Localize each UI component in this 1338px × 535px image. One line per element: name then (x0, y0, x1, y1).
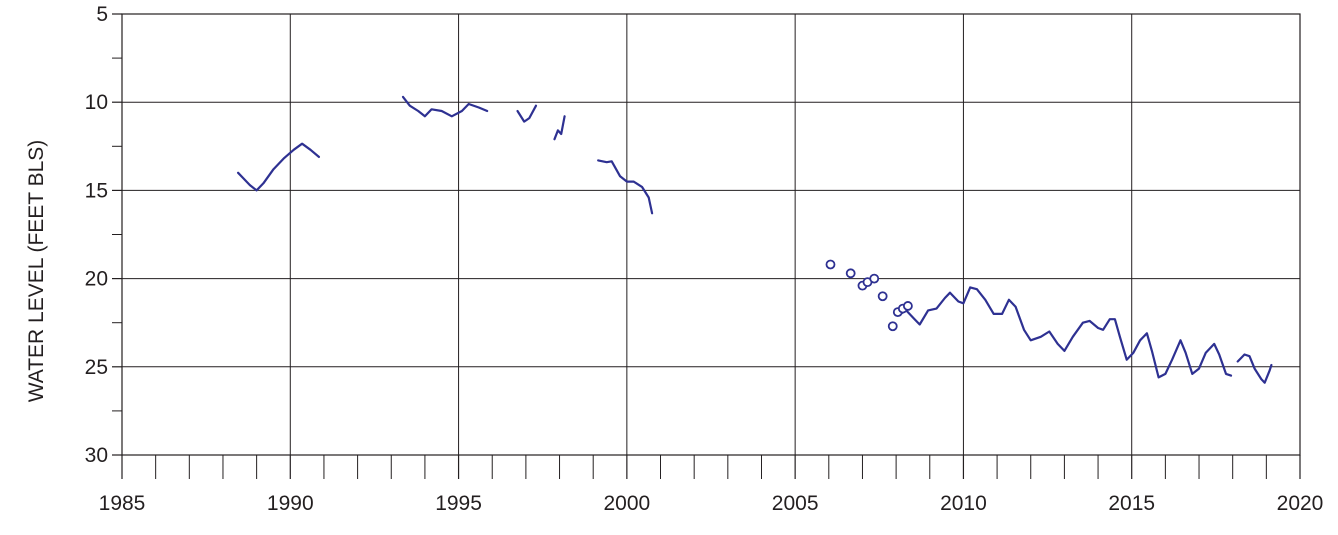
tick-labels: 1985 1990 1995 2000 2005 2010 2015 2020 5 10 15 20 2… (85, 3, 1324, 515)
grid-lines (122, 14, 1300, 455)
plot-frame (121, 13, 1301, 456)
water-level-line-segment (401, 95, 489, 118)
y-tick-label: 15 (85, 179, 108, 202)
water-level-point (887, 321, 898, 332)
water-level-point (869, 273, 880, 284)
data-series (237, 95, 1273, 384)
water-level-line-segment (896, 286, 1233, 379)
water-level-point (877, 291, 888, 302)
water-level-point (902, 301, 913, 311)
x-tick-label: 2020 (1277, 492, 1324, 515)
water-level-line-segment (237, 142, 320, 192)
y-tick-label: 30 (85, 444, 108, 467)
x-tick-label: 2000 (603, 492, 650, 515)
minor-ticks (112, 13, 1301, 479)
water-level-line-segment (597, 159, 654, 215)
x-tick-label: 2015 (1108, 492, 1155, 515)
x-tick-label: 1995 (435, 492, 482, 515)
x-tick-label: 2010 (940, 492, 987, 515)
water-level-line-segment (516, 104, 538, 123)
water-level-point (845, 268, 856, 279)
x-tick-label: 1990 (267, 492, 314, 515)
x-tick-label: 2005 (772, 492, 819, 515)
y-tick-label: 5 (96, 3, 108, 26)
water-level-point (825, 259, 836, 270)
y-tick-label: 20 (85, 268, 108, 291)
y-axis-title: WATER LEVEL (FEET BLS) (25, 140, 48, 403)
water-level-line-segment (553, 115, 566, 141)
y-tick-label: 25 (85, 356, 108, 379)
x-tick-label: 1985 (99, 492, 146, 515)
y-tick-label: 10 (85, 91, 108, 114)
water-level-line-segment (1236, 353, 1273, 384)
